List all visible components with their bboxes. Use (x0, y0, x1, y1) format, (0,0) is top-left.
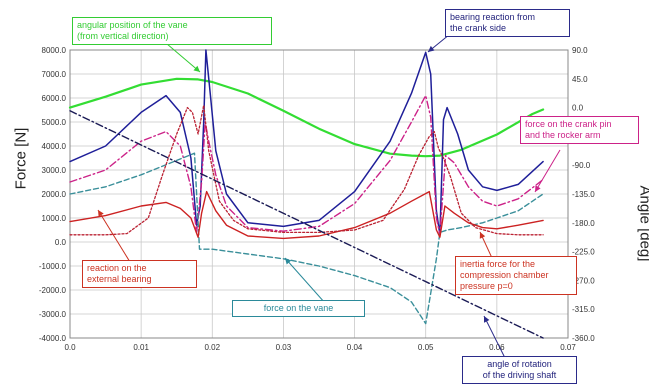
annotation-line: reaction on the (87, 263, 192, 274)
y-left-tick-label: -1000.0 (39, 262, 67, 271)
annotation-line: bearing reaction from (450, 12, 565, 23)
x-tick-label: 0.05 (418, 343, 434, 352)
y-left-tick-label: 0.0 (55, 238, 67, 247)
y-left-tick-label: 4000.0 (42, 142, 67, 151)
y-left-tick-label: 2000.0 (42, 190, 67, 199)
y-right-tick-label: -180.0 (572, 219, 595, 228)
y-left-tick-label: -3000.0 (39, 310, 67, 319)
x-tick-label: 0.01 (133, 343, 149, 352)
annotation-line: external bearing (87, 274, 192, 285)
annotation-line: pressure p=0 (460, 281, 572, 292)
y-left-tick-label: 7000.0 (42, 70, 67, 79)
x-tick-label: 0.02 (204, 343, 220, 352)
annotation-line: force on the crank pin (525, 119, 634, 130)
annotation-line: angle of rotation (467, 359, 572, 370)
annotation-crank-pin-force: force on the crank pin and the rocker ar… (520, 116, 639, 144)
right-axis-label: Angle [deg] (637, 184, 649, 264)
annotation-line: angular position of the vane (77, 20, 267, 31)
y-right-tick-label: 45.0 (572, 75, 588, 84)
annotation-line: of the driving shaft (467, 370, 572, 381)
annotation-bearing-reaction: bearing reaction from the crank side (445, 9, 570, 37)
y-right-tick-label: -90.0 (572, 161, 591, 170)
x-tick-label: 0.06 (489, 343, 505, 352)
y-left-tick-label: 3000.0 (42, 166, 67, 175)
annotation-angular-position: angular position of the vane (from verti… (72, 17, 272, 45)
annotation-external-bearing: reaction on the external bearing (82, 260, 197, 288)
y-right-tick-label: 0.0 (572, 104, 584, 113)
annotation-line: and the rocker arm (525, 130, 634, 141)
x-tick-label: 0.03 (276, 343, 292, 352)
annotation-vane-force: force on the vane (232, 300, 365, 317)
y-left-tick-label: -4000.0 (39, 334, 67, 343)
annotation-line: compression chamber (460, 270, 572, 281)
annotation-shaft-rotation: angle of rotation of the driving shaft (462, 356, 577, 384)
y-left-tick-label: 8000.0 (42, 46, 67, 55)
annotation-line: (from vertical direction) (77, 31, 267, 42)
annotation-line: force on the vane (237, 303, 360, 314)
y-left-tick-label: -2000.0 (39, 286, 67, 295)
x-tick-label: 0.0 (64, 343, 76, 352)
y-left-tick-label: 6000.0 (42, 94, 67, 103)
y-right-tick-label: -135.0 (572, 190, 595, 199)
annotation-line: inertia force for the (460, 259, 572, 270)
y-left-tick-label: 5000.0 (42, 118, 67, 127)
y-left-tick-label: 1000.0 (42, 214, 67, 223)
left-axis-label: Force [N] (13, 124, 30, 194)
annotation-line: the crank side (450, 23, 565, 34)
y-right-tick-label: -360.0 (572, 334, 595, 343)
x-tick-label: 0.07 (560, 343, 576, 352)
y-right-tick-label: -315.0 (572, 305, 595, 314)
annotation-inertia-force: inertia force for the compression chambe… (455, 256, 577, 295)
x-tick-label: 0.04 (347, 343, 363, 352)
y-right-tick-label: 90.0 (572, 46, 588, 55)
